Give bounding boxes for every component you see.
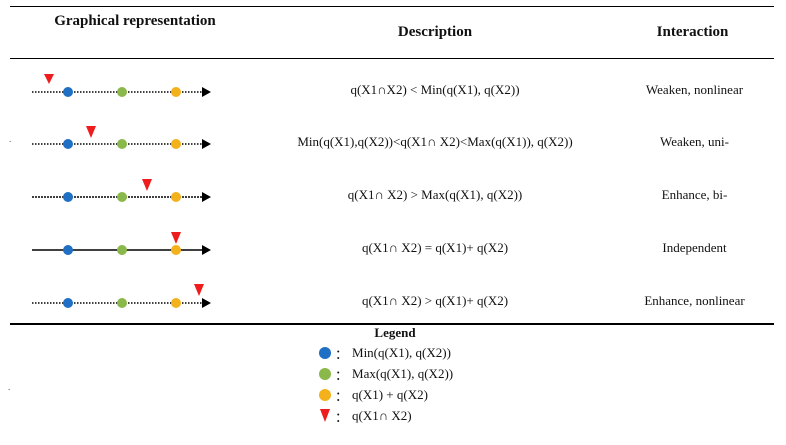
interaction-cell: Weaken, nonlinear <box>645 82 744 97</box>
max-dot-icon <box>117 298 127 308</box>
header-graphical-representation: Graphical representation <box>54 13 216 29</box>
legend-label: Max(q(X1), q(X2)) <box>352 366 454 381</box>
legend-colon: ： <box>335 409 349 425</box>
description-cell: q(X1∩ X2) = q(X1)+ q(X2) <box>361 240 509 255</box>
yellow-dot-icon <box>319 389 331 401</box>
min-dot-icon <box>63 245 73 255</box>
axis-arrow-icon <box>202 298 211 308</box>
legend-item-intersection: ： q(X1∩ X2) <box>318 406 412 426</box>
table-row: q(X1∩ X2) > q(X1)+ q(X2) Enhance, nonlin… <box>0 281 786 321</box>
max-dot-icon <box>117 139 127 149</box>
min-dot-icon <box>63 192 73 202</box>
legend-item-max: ： Max(q(X1), q(X2)) <box>318 364 453 384</box>
graphical-representation-row-2 <box>32 126 211 149</box>
interaction-cell: Enhance, nonlinear <box>644 293 745 308</box>
intersection-marker-icon <box>86 126 96 138</box>
header-interaction: Interaction <box>656 24 729 40</box>
blue-dot-icon <box>319 347 331 359</box>
table-row: q(X1∩ X2) > Max(q(X1), q(X2)) Enhance, b… <box>0 175 786 215</box>
intersection-marker-icon <box>194 284 204 296</box>
interaction-cell: Weaken, uni- <box>660 134 729 149</box>
max-dot-icon <box>117 192 127 202</box>
min-dot-icon <box>63 298 73 308</box>
legend-colon: ： <box>335 388 349 404</box>
legend-colon: ： <box>335 346 349 362</box>
max-dot-icon <box>117 245 127 255</box>
table-top-rule <box>10 6 774 7</box>
table-row: q(X1∩ X2) = q(X1)+ q(X2) Independent <box>0 228 786 268</box>
graphical-representation-row-4 <box>32 232 211 255</box>
graphical-representation-row-1 <box>32 74 211 97</box>
axis-arrow-icon <box>202 139 211 149</box>
legend-label: q(X1∩ X2) <box>352 408 412 423</box>
axis-arrow-icon <box>202 245 211 255</box>
sum-dot-icon <box>171 192 181 202</box>
intersection-marker-icon <box>142 179 152 191</box>
table-row: q(X1∩X2) < Min(q(X1), q(X2)) Weaken, non… <box>0 70 786 110</box>
interaction-cell: Independent <box>662 240 727 255</box>
intersection-marker-icon <box>171 232 181 244</box>
sum-dot-icon <box>171 87 181 97</box>
description-cell: q(X1∩ X2) > Max(q(X1), q(X2)) <box>347 187 523 202</box>
green-dot-icon <box>319 368 331 380</box>
max-dot-icon <box>117 87 127 97</box>
sum-dot-icon <box>171 139 181 149</box>
intersection-marker-icon <box>44 74 54 84</box>
graphical-representation-row-3 <box>32 179 211 202</box>
header-description: Description <box>397 24 473 40</box>
description-cell: q(X1∩ X2) > q(X1)+ q(X2) <box>361 293 509 308</box>
table-header-rule <box>10 58 774 59</box>
legend-item-min: ： Min(q(X1), q(X2)) <box>318 343 451 363</box>
stray-mark: . <box>8 382 11 392</box>
min-dot-icon <box>63 87 73 97</box>
sum-dot-icon <box>171 298 181 308</box>
red-triangle-icon <box>320 409 330 422</box>
legend-item-sum: ： q(X1) + q(X2) <box>318 385 428 405</box>
table-row: . Min(q(X1),q(X2))<q(X1∩ X2)<Max(q(X1)),… <box>0 122 786 162</box>
legend-colon: ： <box>335 367 349 383</box>
legend-label: Min(q(X1), q(X2)) <box>352 345 451 360</box>
min-dot-icon <box>63 139 73 149</box>
description-cell: q(X1∩X2) < Min(q(X1), q(X2)) <box>350 82 520 97</box>
table-bottom-rule <box>10 323 774 325</box>
legend-label: q(X1) + q(X2) <box>352 387 428 402</box>
interaction-cell: Enhance, bi- <box>661 187 728 202</box>
sum-dot-icon <box>171 245 181 255</box>
graphical-representation-row-5 <box>32 284 211 308</box>
legend-title: Legend <box>374 325 416 340</box>
stray-mark: . <box>9 134 12 144</box>
axis-arrow-icon <box>202 192 211 202</box>
description-cell: Min(q(X1),q(X2))<q(X1∩ X2)<Max(q(X1)), q… <box>297 134 573 149</box>
axis-arrow-icon <box>202 87 211 97</box>
